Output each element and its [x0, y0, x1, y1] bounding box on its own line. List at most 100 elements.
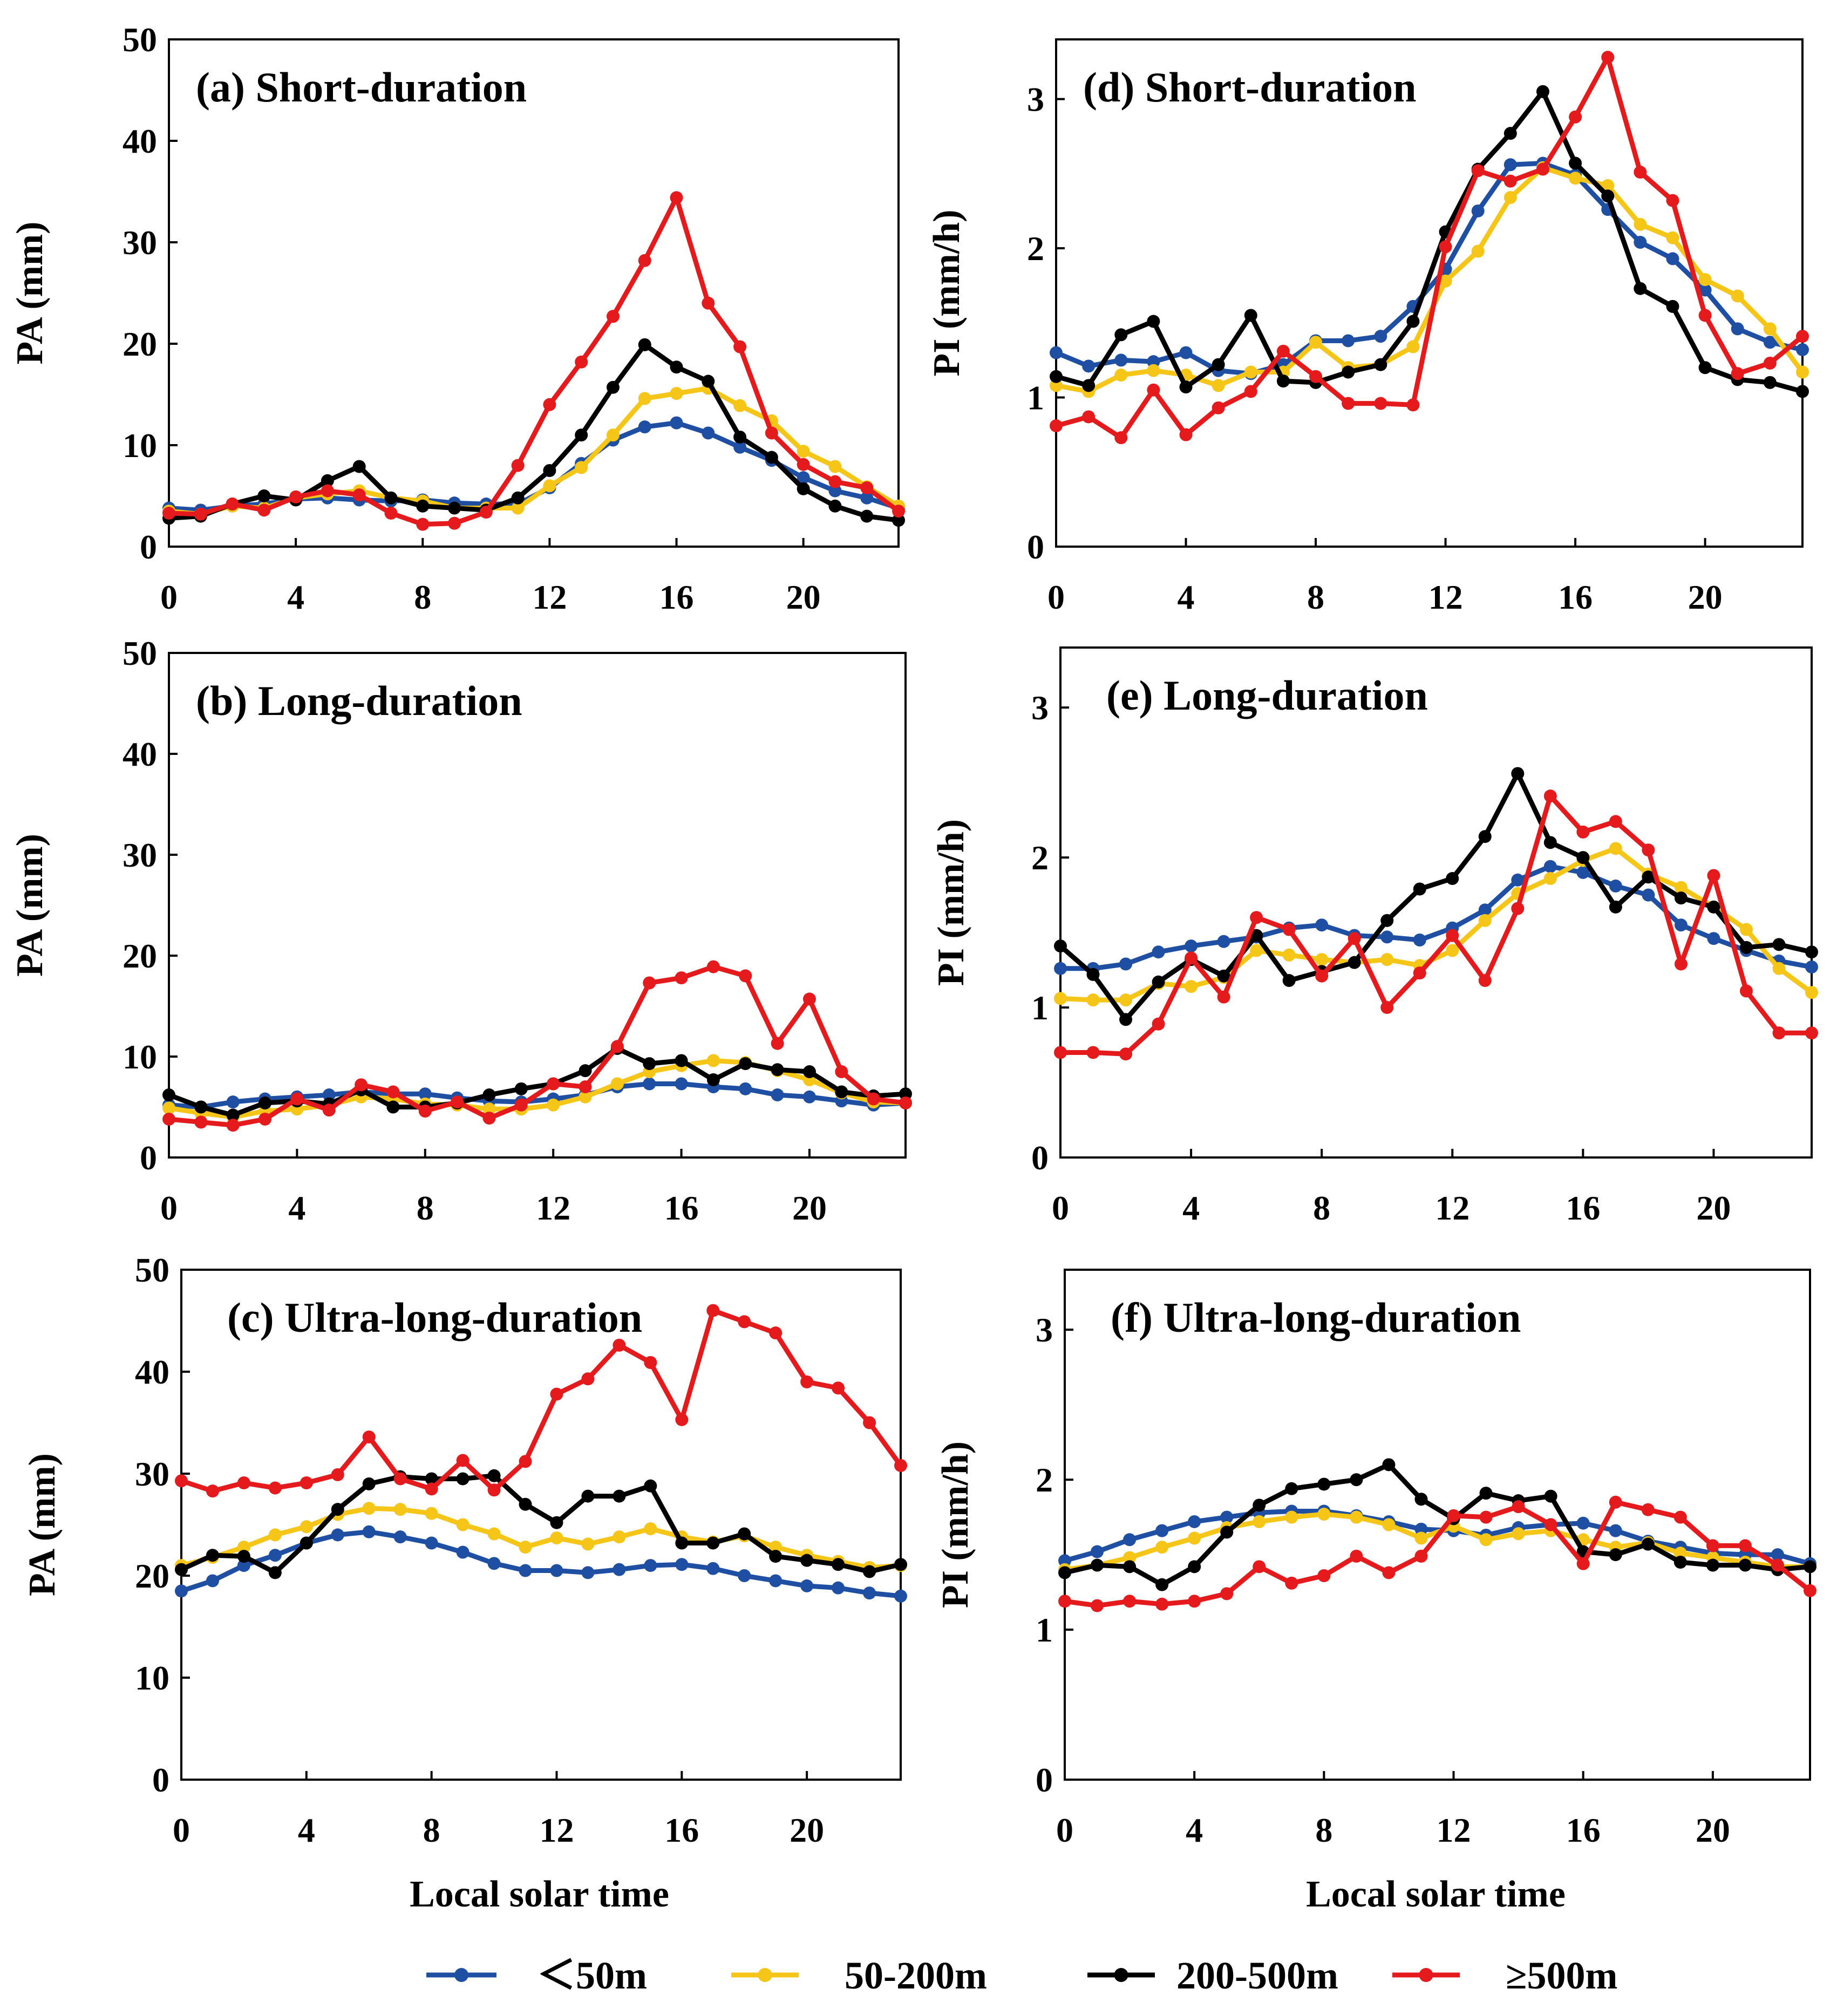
data-point — [739, 1057, 752, 1071]
data-point — [1155, 1541, 1169, 1554]
data-point — [1212, 358, 1225, 371]
data-point — [258, 1096, 272, 1110]
data-point — [1155, 1597, 1169, 1611]
x-tick-label: 16 — [664, 1811, 699, 1849]
data-point — [579, 1064, 592, 1078]
data-point — [257, 503, 271, 517]
data-point — [1050, 419, 1063, 433]
data-point — [386, 1100, 400, 1114]
data-point — [1634, 166, 1647, 179]
data-point — [769, 1574, 783, 1588]
data-point — [1185, 951, 1198, 965]
data-point — [797, 471, 810, 485]
data-point — [550, 1516, 563, 1529]
data-point — [1406, 340, 1420, 353]
data-point — [1698, 273, 1712, 287]
data-point — [1414, 1493, 1428, 1506]
data-point — [268, 1549, 282, 1562]
data-point — [418, 1087, 432, 1101]
data-point — [175, 1584, 188, 1598]
data-point — [1244, 385, 1257, 398]
data-point — [1805, 986, 1818, 999]
data-point — [894, 1558, 907, 1571]
y-tick-label: 0 — [140, 528, 157, 566]
data-point — [362, 1502, 376, 1515]
y-tick-label: 30 — [123, 223, 157, 262]
data-point — [550, 1531, 563, 1545]
data-point — [1796, 385, 1809, 398]
data-point — [1706, 1539, 1719, 1552]
data-point — [1609, 1548, 1622, 1562]
data-point — [1707, 932, 1720, 945]
data-point — [1119, 1013, 1133, 1026]
legend-item: ≥500m — [1392, 1954, 1618, 1997]
data-point — [425, 1482, 438, 1496]
data-point — [738, 1527, 751, 1541]
data-point — [268, 1566, 282, 1579]
data-point — [1147, 364, 1160, 377]
data-point — [1250, 929, 1263, 942]
series-line — [1064, 1511, 1810, 1572]
data-point — [1350, 1549, 1363, 1563]
data-point — [575, 428, 588, 442]
data-point — [1114, 369, 1128, 382]
data-point — [1763, 376, 1777, 389]
data-point — [706, 1304, 720, 1317]
data-point — [1673, 1510, 1687, 1524]
legend-label: 200-500m — [1176, 1954, 1338, 1997]
data-point — [613, 1563, 626, 1576]
y-axis-label: PI (mm/h) — [930, 819, 972, 986]
data-point — [1380, 1001, 1394, 1014]
data-point — [268, 1528, 282, 1542]
data-point — [448, 516, 461, 530]
data-point — [175, 1474, 188, 1488]
data-point — [1796, 330, 1809, 343]
x-tick-label: 12 — [532, 578, 567, 616]
data-point — [300, 1520, 313, 1534]
x-tick-label: 8 — [1313, 1189, 1330, 1227]
data-point — [613, 1489, 626, 1503]
data-point — [1503, 174, 1517, 188]
data-point — [352, 460, 366, 473]
data-point — [511, 501, 525, 515]
data-point — [1511, 767, 1525, 780]
y-tick-label: 1 — [1031, 989, 1049, 1027]
data-point — [675, 1558, 689, 1571]
data-point — [1058, 1566, 1071, 1579]
data-point — [482, 1088, 496, 1102]
data-point — [1374, 330, 1387, 343]
x-tick-label: 20 — [1696, 1189, 1731, 1227]
series-line — [1060, 846, 1813, 1003]
data-point — [1503, 127, 1517, 140]
data-point — [1082, 359, 1096, 373]
series-1 — [1054, 842, 1818, 1007]
data-point — [706, 1073, 720, 1087]
x-tick-label: 0 — [1056, 1811, 1073, 1849]
y-tick-label: 3 — [1027, 80, 1044, 119]
data-point — [1217, 969, 1230, 983]
data-point — [1478, 914, 1492, 927]
data-point — [892, 514, 905, 527]
y-tick-label: 40 — [123, 122, 157, 160]
data-point — [1058, 1554, 1071, 1568]
data-point — [581, 1566, 595, 1579]
data-point — [1446, 929, 1459, 942]
x-tick-label: 20 — [792, 1189, 827, 1227]
data-point — [1282, 948, 1296, 962]
data-point — [384, 506, 398, 520]
data-point — [575, 461, 588, 474]
data-point — [300, 1476, 313, 1490]
data-point — [1342, 334, 1355, 348]
data-point — [1413, 966, 1426, 980]
y-tick-label: 3 — [1036, 1311, 1053, 1349]
data-point — [258, 1112, 272, 1126]
data-point — [322, 1104, 336, 1117]
legend-swatch-marker — [1114, 1968, 1128, 1982]
data-point — [1804, 1560, 1816, 1574]
data-point — [1086, 1046, 1100, 1059]
data-point — [1342, 365, 1355, 379]
data-point — [1698, 283, 1712, 297]
data-point — [1731, 289, 1744, 303]
data-point — [355, 1078, 368, 1092]
data-point — [1382, 1566, 1396, 1579]
